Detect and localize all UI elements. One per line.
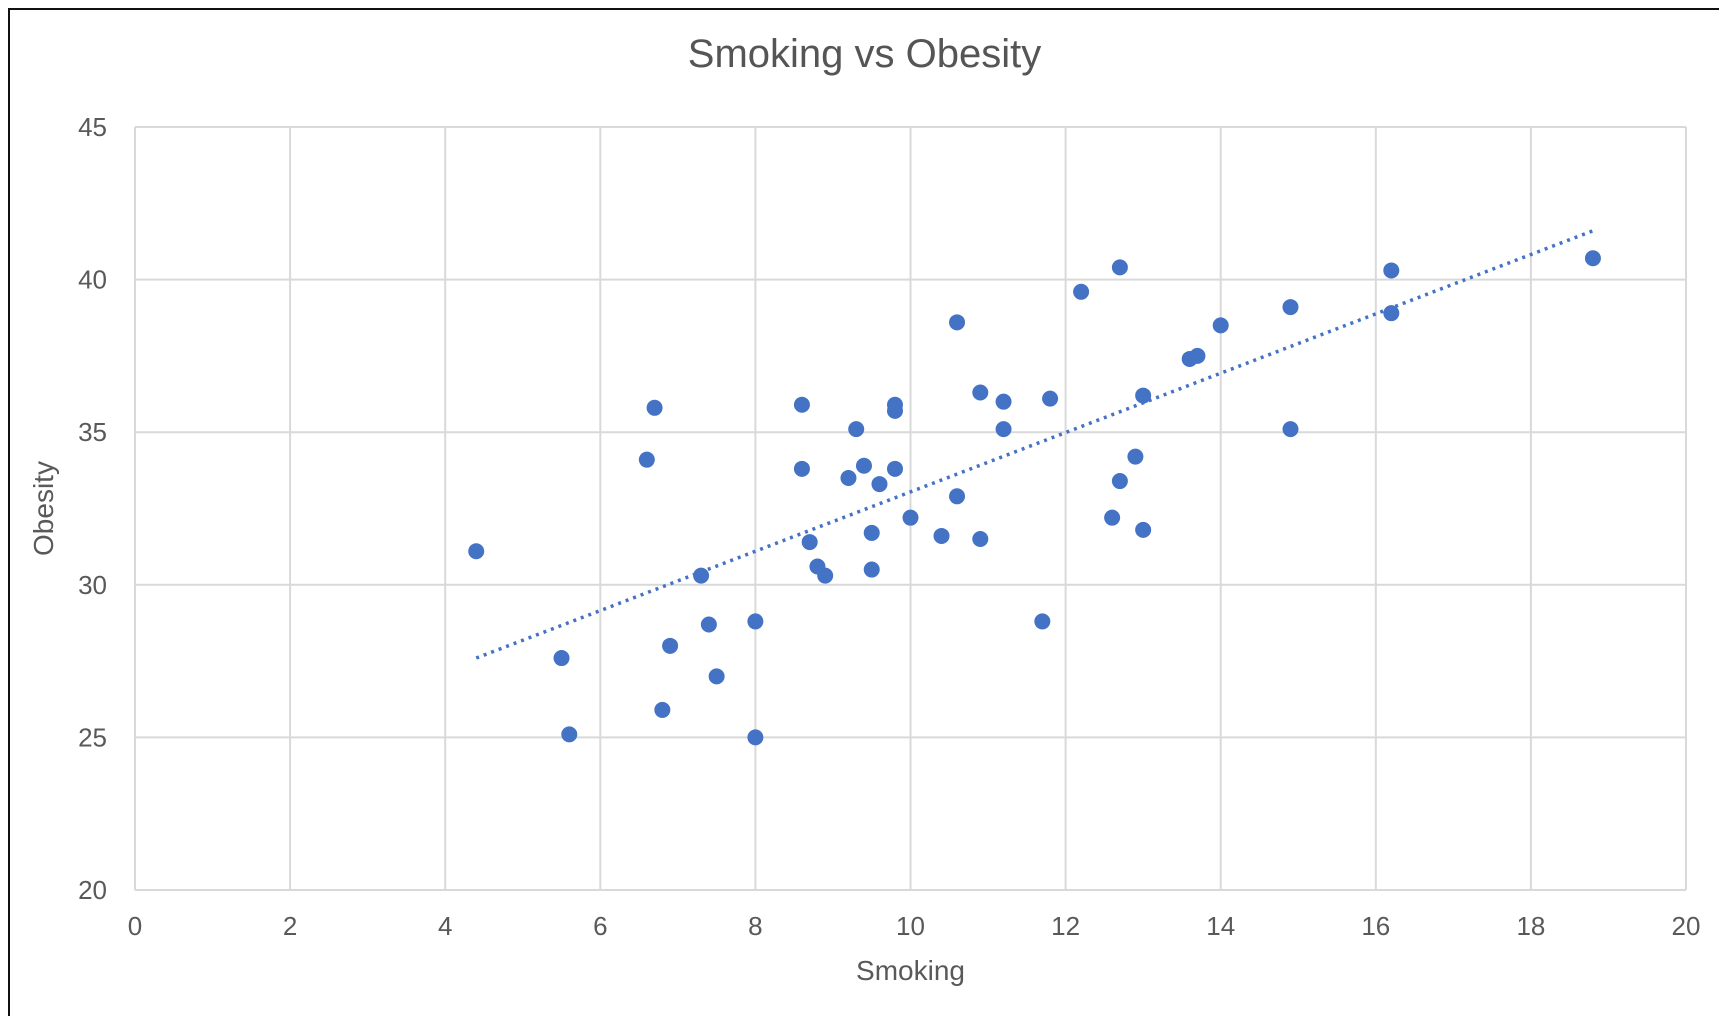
x-tick-label: 2 (283, 911, 297, 941)
trendline-layer (475, 229, 1594, 660)
scatter-point (1584, 250, 1601, 267)
y-tick-label: 40 (78, 265, 107, 295)
scatter-point (886, 460, 903, 477)
scatter-point (855, 457, 872, 474)
y-tick-label: 45 (78, 112, 107, 142)
y-axis-label: Obesity (28, 461, 59, 556)
x-tick-label: 10 (896, 911, 925, 941)
scatter-point (468, 543, 485, 560)
scatter-point (1282, 299, 1299, 316)
x-tick-label: 4 (438, 911, 452, 941)
x-axis-label: Smoking (856, 955, 965, 986)
x-tick-label: 14 (1206, 911, 1235, 941)
scatter-point (1189, 347, 1206, 364)
scatter-point (646, 399, 663, 416)
scatter-point (1135, 521, 1152, 538)
scatter-point (700, 616, 717, 633)
x-tick-label: 12 (1051, 911, 1080, 941)
scatter-point (840, 469, 857, 486)
chart-title: Smoking vs Obesity (687, 32, 1042, 76)
scatter-point (801, 534, 818, 551)
scatter-point (886, 402, 903, 419)
x-tick-label: 0 (128, 911, 142, 941)
scatter-point (561, 726, 578, 743)
scatter-point (1104, 509, 1121, 526)
chart-frame: Smoking vs Obesity (8, 8, 1719, 1016)
y-tick-label: 30 (78, 570, 107, 600)
scatter-point (1383, 305, 1400, 322)
trendline (475, 229, 1594, 660)
scatter-point (654, 701, 671, 718)
scatter-point (863, 524, 880, 541)
scatter-point (793, 460, 810, 477)
scatter-point (933, 527, 950, 544)
scatter-point (817, 567, 834, 584)
scatter-point (1042, 390, 1059, 407)
x-tick-label: 6 (593, 911, 607, 941)
x-tick-label: 16 (1361, 911, 1390, 941)
x-tick-label: 18 (1516, 911, 1545, 941)
scatter-point (902, 509, 919, 526)
scatter-point (662, 637, 679, 654)
scatter-point (793, 396, 810, 413)
scatter-point (848, 421, 865, 438)
scatter-point (863, 561, 880, 578)
scatter-point (553, 650, 570, 667)
scatter-point (972, 531, 989, 548)
y-tick-label: 35 (78, 417, 107, 447)
scatter-point (747, 729, 764, 746)
y-tick-label: 20 (78, 875, 107, 905)
tick-label-layer: 0 2 4 6 8 10 12 14 16 18 20 20 25 30 35 40 45 (78, 112, 1700, 941)
scatter-point (1383, 262, 1400, 279)
scatter-point (1073, 283, 1090, 300)
scatter-point (708, 668, 725, 685)
point-layer (468, 250, 1601, 746)
scatter-point (995, 421, 1012, 438)
x-tick-label: 8 (748, 911, 762, 941)
y-tick-label: 25 (78, 722, 107, 752)
scatter-point (949, 314, 966, 331)
grid-layer (134, 126, 1687, 891)
scatter-point (1111, 259, 1128, 276)
scatter-point (1127, 448, 1144, 465)
scatter-point (1212, 317, 1229, 334)
scatter-point (995, 393, 1012, 410)
scatter-point (693, 567, 710, 584)
scatter-point (638, 451, 655, 468)
scatter-point (1034, 613, 1051, 630)
scatter-point (747, 613, 764, 630)
scatter-point (949, 488, 966, 505)
scatter-point (972, 384, 989, 401)
scatter-point (1282, 421, 1299, 438)
x-tick-label: 20 (1672, 911, 1701, 941)
scatter-point (871, 476, 888, 493)
scatter-point (1135, 387, 1152, 404)
scatter-point (1111, 473, 1128, 490)
